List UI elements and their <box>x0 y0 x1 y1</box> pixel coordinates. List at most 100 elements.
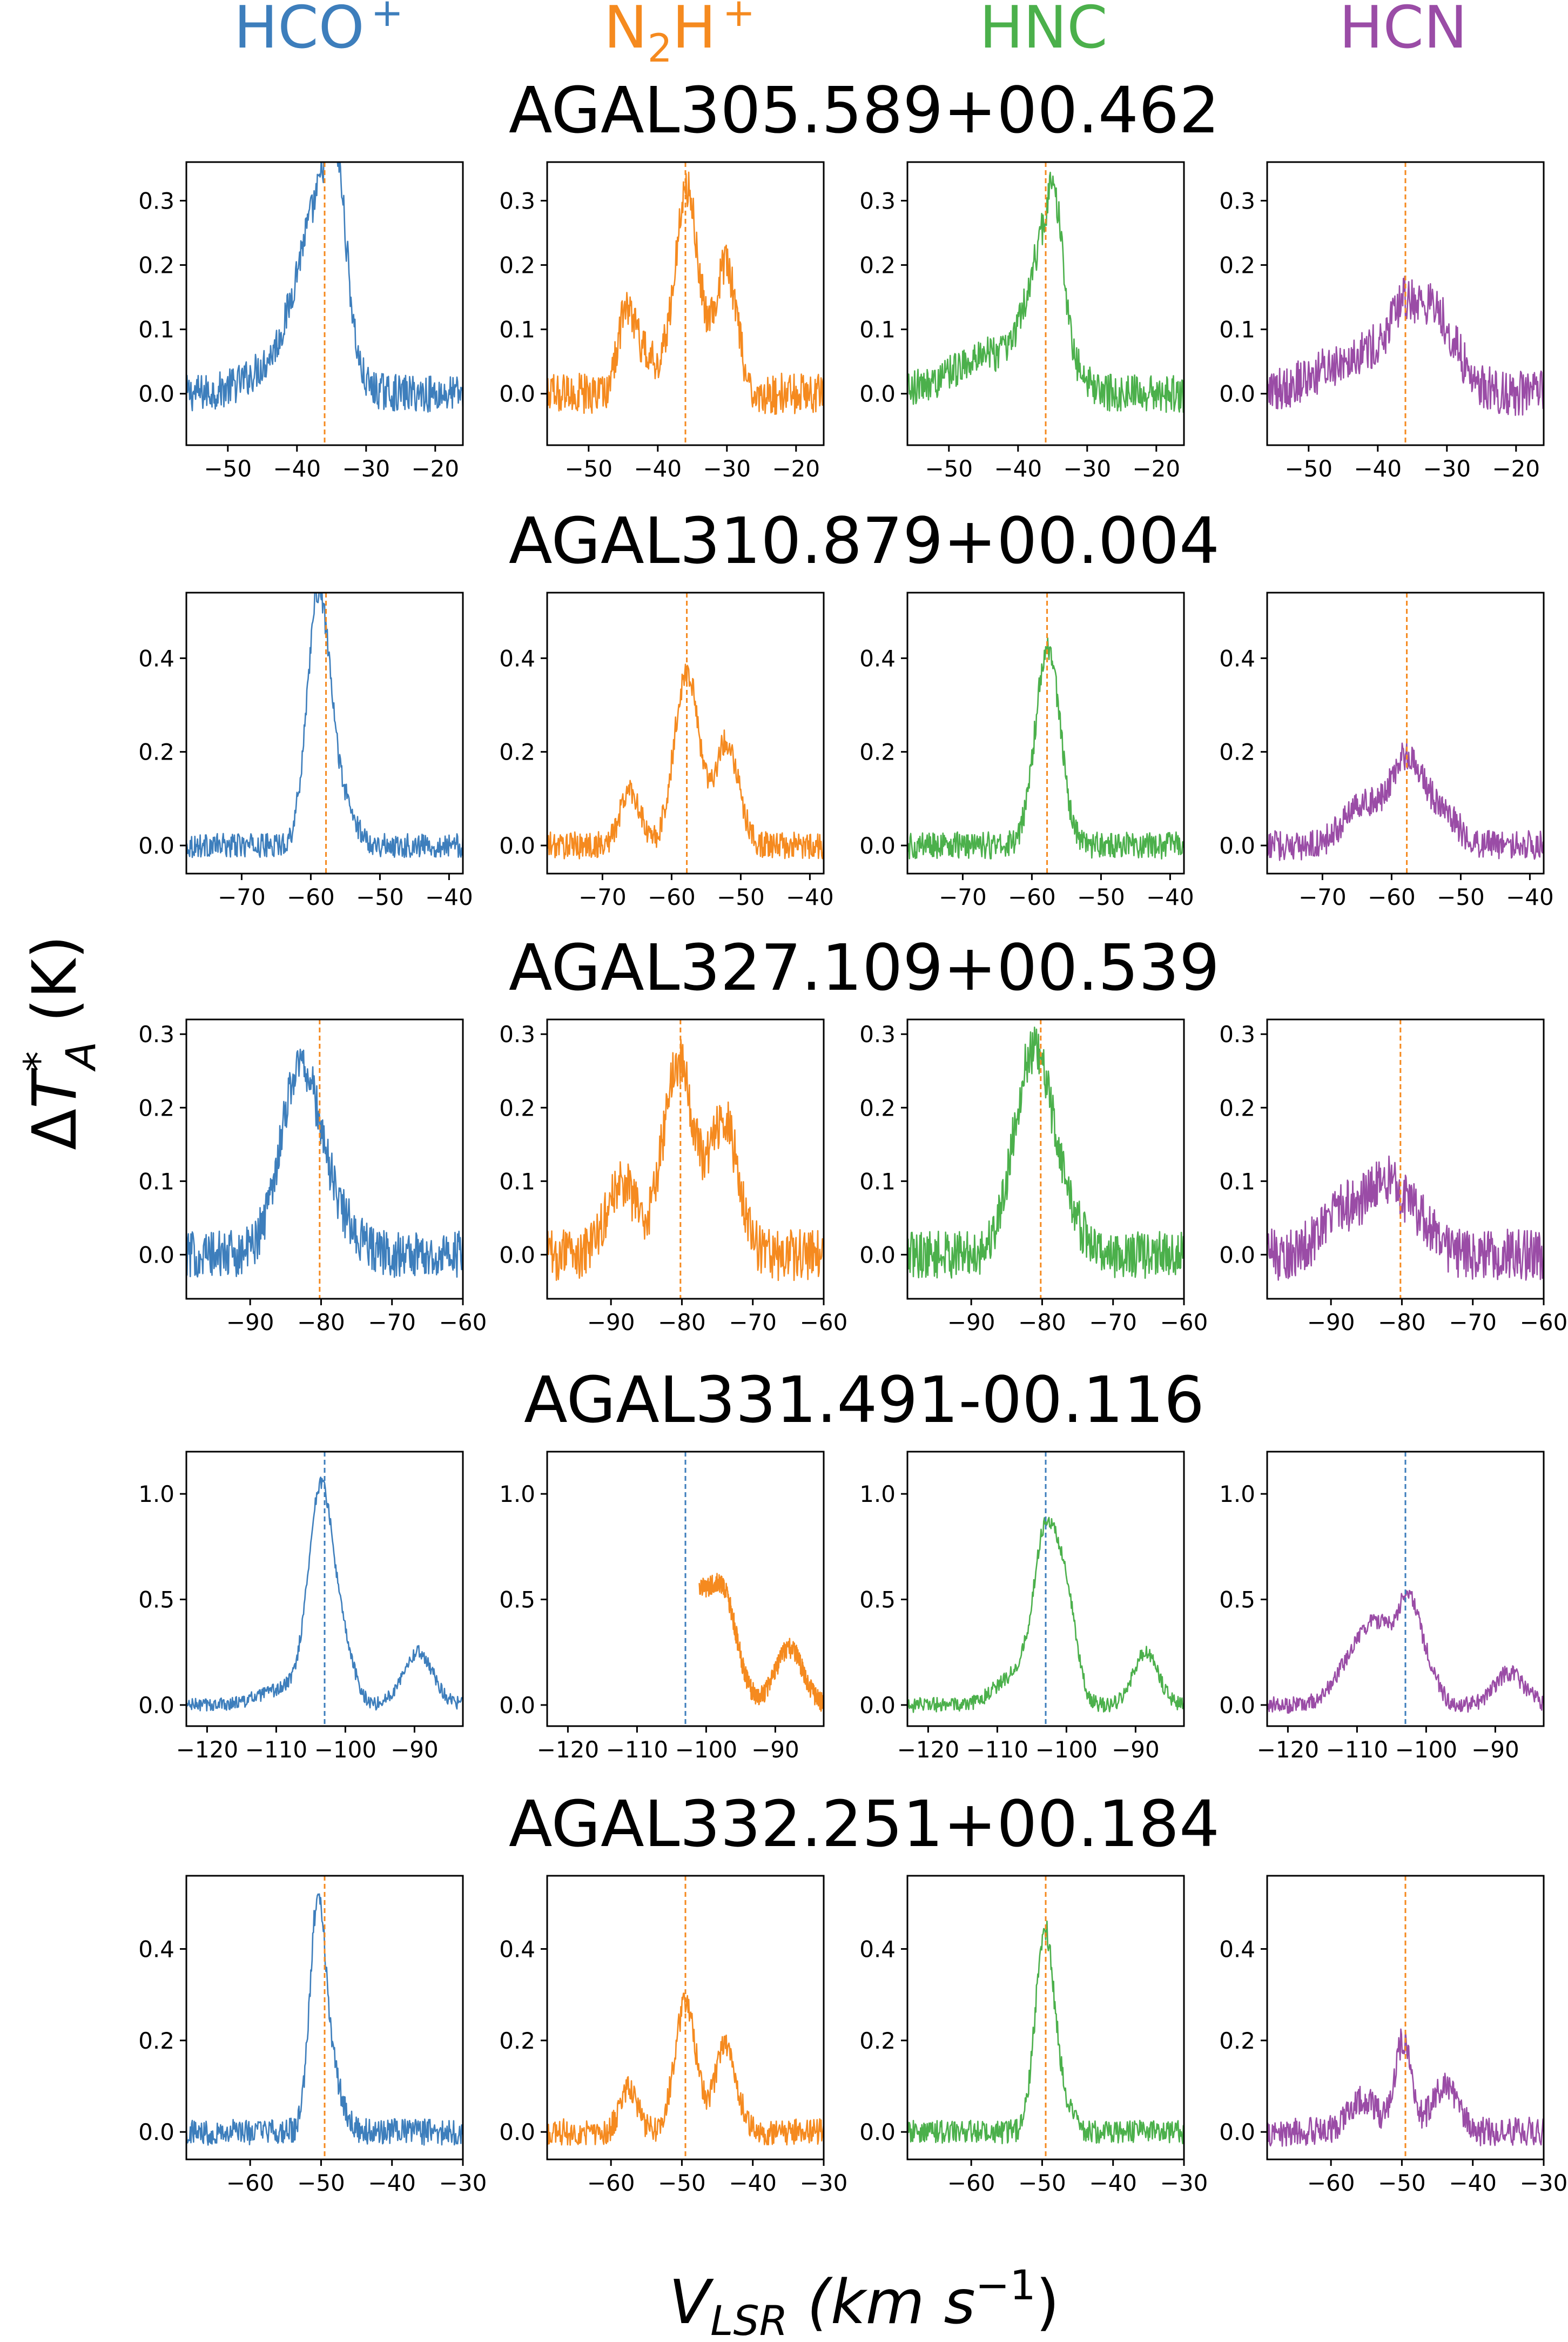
x-tick-label: −90 <box>1112 1736 1160 1763</box>
y-tick-label: 0.4 <box>859 1936 896 1962</box>
x-tick-label: −70 <box>218 884 266 910</box>
y-tick-label: 0.4 <box>1219 1936 1255 1962</box>
panel-frame <box>906 592 1185 875</box>
x-tick-label: −60 <box>1008 884 1056 910</box>
spectrum-panel-hcop: −70 −60 −50 −40 0.0 0.2 0.4 <box>138 592 473 910</box>
spectrum-line <box>907 1026 1184 1279</box>
y-label-unit: (K) <box>20 935 90 1041</box>
x-tick-label: −80 <box>658 1309 706 1336</box>
header-n2hp: N2H + <box>604 0 755 71</box>
header-n2hp-sub: 2 <box>648 25 672 71</box>
y-tick-label: 0.0 <box>499 833 535 859</box>
x-tick-label: −20 <box>411 455 459 482</box>
x-label-sub: LSR <box>710 2297 788 2342</box>
x-tick-label: −60 <box>648 884 696 910</box>
source-title: AGAL327.109+00.539 <box>509 930 1220 1005</box>
panel-frame <box>1266 1018 1545 1300</box>
panel-frame <box>1266 1451 1545 1727</box>
panel-frame <box>906 161 1185 446</box>
x-tick-label: −70 <box>368 1309 416 1336</box>
spectrum-line <box>907 1920 1184 2144</box>
spectrum-line <box>186 1477 463 1712</box>
source-row: AGAL331.491-00.116 −120 −110 −100 −90 0.0 0.5 1… <box>138 1363 1545 1763</box>
x-tick-label: −100 <box>1395 1736 1457 1763</box>
x-tick-label: −60 <box>1307 2170 1355 2196</box>
x-tick-label: −120 <box>537 1736 599 1763</box>
spectrum-panel-n2hp: −90 −80 −70 −60 0.0 0.1 0.2 0.3 <box>499 1018 848 1336</box>
spectrum-line <box>547 171 824 415</box>
x-axis-label: VLSR (km s−1) <box>669 2261 1060 2342</box>
x-tick-label: −120 <box>176 1736 238 1763</box>
x-tick-label: −60 <box>800 1309 848 1336</box>
spectrum-panel-hcop: −90 −80 −70 −60 0.0 0.1 0.2 0.3 <box>138 1018 487 1336</box>
spectrum-line <box>547 1038 824 1281</box>
x-tick-label: −40 <box>634 455 682 482</box>
source-row: AGAL310.879+00.004−70 −60 −50 −400.00.20.4−… <box>138 504 1554 910</box>
y-tick-label: 0.1 <box>499 1168 535 1195</box>
panel-frame <box>185 161 464 446</box>
y-tick-label: 1.0 <box>1219 1481 1255 1507</box>
y-tick-label: 0.1 <box>859 317 896 343</box>
x-tick-label: −70 <box>939 884 987 910</box>
spectrum-line <box>698 1573 824 1712</box>
x-tick-label: −30 <box>1423 455 1471 482</box>
spectrum-panel-n2hp: −60 −50 −40 −30 0.0 0.2 0.4 <box>499 1875 848 2196</box>
x-tick-label: −60 <box>947 2170 995 2196</box>
spectrum-panel-hcn: −120 −110 −100 −90 0.0 0.5 1.0 <box>1219 1451 1545 1763</box>
panel-frame <box>1266 592 1545 875</box>
y-tick-label: 0.3 <box>499 187 535 214</box>
spectrum-panel-hcn: −60 −50 −40 −30 0.0 0.2 0.4 <box>1219 1875 1568 2196</box>
header-hcop-label: HCO <box>234 0 365 62</box>
y-tick-label: 0.2 <box>138 1095 174 1121</box>
y-tick-label: 0.4 <box>499 645 535 672</box>
x-tick-label: −90 <box>1307 1309 1355 1336</box>
y-tick-label: 0.2 <box>138 2028 174 2054</box>
y-label-T: T <box>20 1068 90 1109</box>
x-tick-label: −50 <box>717 884 765 910</box>
y-tick-label: 1.0 <box>859 1481 896 1507</box>
spectrum-panel-hcn: −70 −60 −50 −40 0.0 0.2 0.4 <box>1219 592 1554 910</box>
spectrum-line <box>1267 1155 1544 1281</box>
spectrum-panel-hnc: −120 −110 −100 −90 0.0 0.5 1.0 <box>859 1451 1185 1763</box>
y-tick-label: 0.2 <box>859 739 896 766</box>
y-tick-label: 0.0 <box>859 381 896 407</box>
x-tick-label: −30 <box>1520 2170 1568 2196</box>
x-tick-label: −50 <box>1018 2170 1066 2196</box>
x-tick-label: −100 <box>314 1736 376 1763</box>
y-tick-label: 0.2 <box>138 739 174 766</box>
x-tick-label: −30 <box>800 2170 848 2196</box>
spectrum-panel-hcn: −50 −40 −30 −20 0.0 0.1 0.2 0.3 <box>1219 161 1545 482</box>
x-tick-label: −50 <box>1378 2170 1426 2196</box>
spectrum-line <box>907 637 1184 860</box>
source-row: AGAL327.109+00.539 −90 −80 −70 −60 0.0 0.1 0.2 0… <box>138 930 1567 1336</box>
panel-frame <box>546 1451 825 1727</box>
spectrum-panel-hcop: −50 −40 −30 −20 0.0 0.1 0.2 0.3 <box>138 161 464 482</box>
spectrum-line <box>186 593 463 858</box>
x-tick-label: −120 <box>897 1736 959 1763</box>
y-tick-label: 0.2 <box>1219 2028 1255 2054</box>
x-tick-label: −100 <box>1035 1736 1098 1763</box>
y-tick-label: 0.0 <box>138 1242 174 1268</box>
y-tick-label: 0.0 <box>859 833 896 859</box>
x-tick-label: −40 <box>1506 884 1554 910</box>
y-tick-label: 0.3 <box>1219 187 1255 214</box>
source-title: AGAL310.879+00.004 <box>509 504 1220 578</box>
molecule-headers: HCO + N2H + HNC HCN <box>234 0 1468 71</box>
x-tick-label: −90 <box>226 1309 274 1336</box>
y-tick-label: 0.2 <box>859 2028 896 2054</box>
y-tick-label: 0.2 <box>1219 252 1255 279</box>
y-tick-label: 0.2 <box>499 252 535 279</box>
x-tick-label: −30 <box>1063 455 1111 482</box>
spectrum-panel-hnc: −60 −50 −40 −30 0.0 0.2 0.4 <box>859 1875 1208 2196</box>
y-tick-label: 0.1 <box>138 317 174 343</box>
y-tick-label: 0.4 <box>138 1936 174 1962</box>
spectrum-line <box>186 162 463 413</box>
x-tick-label: −60 <box>1520 1309 1568 1336</box>
y-tick-label: 0.4 <box>138 645 174 672</box>
y-tick-label: 0.5 <box>1219 1587 1255 1613</box>
x-tick-label: −110 <box>606 1736 668 1763</box>
spectrum-panel-n2hp: −120 −110 −100 −90 0.0 0.5 1.0 <box>499 1451 825 1763</box>
x-tick-label: −90 <box>391 1736 439 1763</box>
x-tick-label: −80 <box>1018 1309 1066 1336</box>
